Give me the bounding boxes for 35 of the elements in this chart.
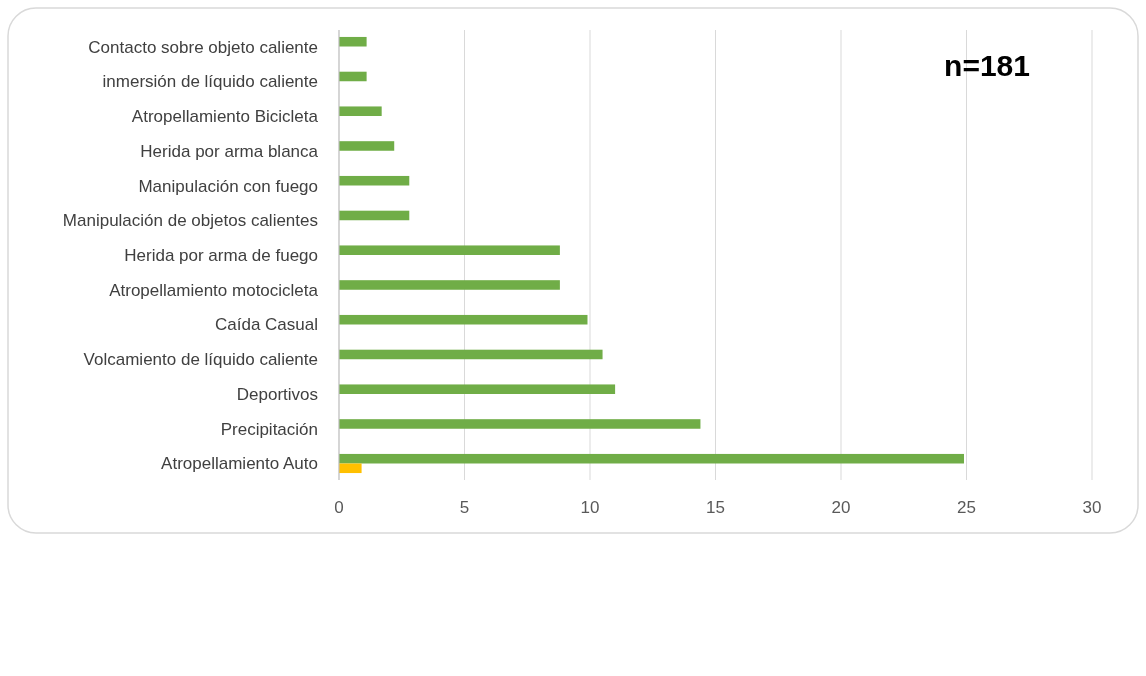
y-tick-label: inmersión de líquido caliente [102,72,318,92]
x-tick-label: 30 [1082,498,1102,517]
bar [339,314,588,325]
x-tick-label: 15 [706,498,725,517]
bar [339,384,616,394]
bar [339,419,701,429]
bar [339,71,367,82]
y-tick-label: Volcamiento de líquido caliente [83,350,318,370]
x-tick-label: 0 [334,498,344,517]
bar [339,349,603,360]
bar [339,463,362,474]
bar [339,245,560,255]
bar [339,175,410,186]
y-tick-label: Manipulación de objetos calientes [62,211,318,231]
y-tick-label: Contacto sobre objeto caliente [88,37,318,57]
y-tick-label: Herida por arma blanca [140,141,319,161]
bar [339,210,410,221]
bar [339,106,382,116]
x-tick-label: 25 [957,498,976,517]
bar [339,453,964,464]
y-tick-label: Atropellamiento motocicleta [109,280,319,300]
y-tick-label: Precipitación [220,419,318,439]
bar [339,141,395,151]
x-tick-label: 10 [580,498,600,517]
y-tick-label: Herida por arma de fuego [124,246,318,265]
y-tick-label: Atropellamiento Auto [161,454,318,474]
bar [339,280,560,290]
y-tick-label: Caída Casual [214,315,318,335]
bar [339,36,367,47]
annotation: n=181 [944,49,1030,82]
y-tick-label: Atropellamiento Bicicleta [131,107,319,126]
y-tick-label: Deportivos [236,385,318,404]
y-tick-label: Manipulación con fuego [138,176,318,196]
x-tick-label: 5 [459,498,470,517]
x-tick-label: 20 [831,498,851,517]
